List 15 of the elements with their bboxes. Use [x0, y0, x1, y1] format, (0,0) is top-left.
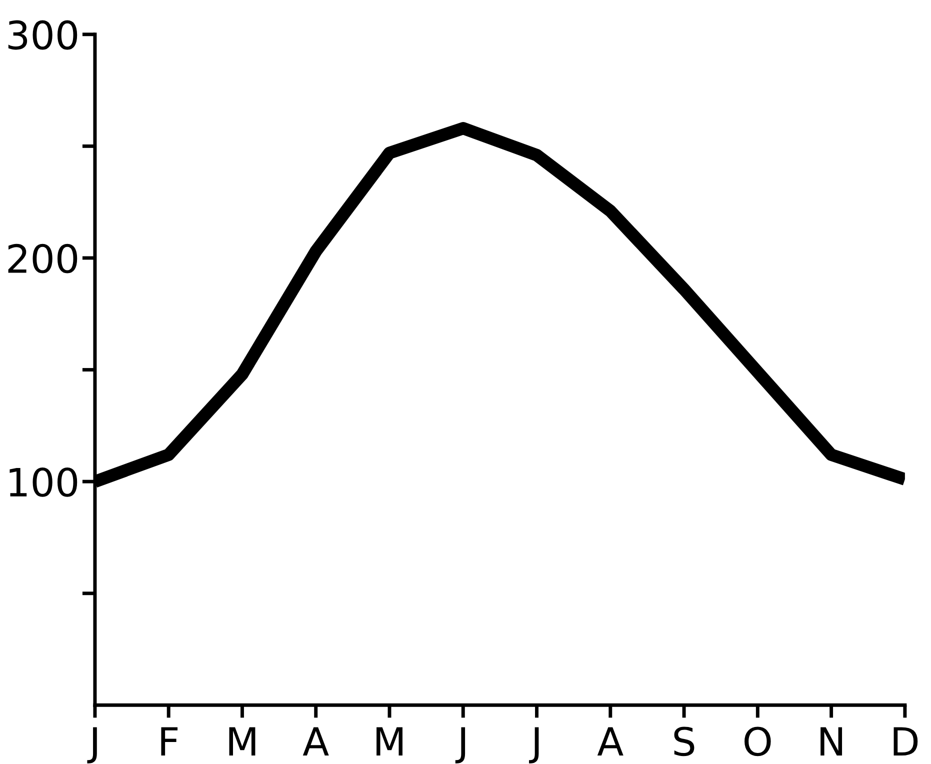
y-tick-label: 100	[10, 467, 78, 497]
x-tick-label: O	[744, 726, 771, 756]
y-tick-label: 300	[8, 20, 78, 50]
x-tick-label: S	[674, 726, 694, 756]
x-tick-label: J	[455, 727, 466, 764]
x-tick-label: F	[161, 727, 178, 756]
x-tick-label: A	[302, 727, 329, 756]
x-tick-label: J	[529, 727, 539, 764]
x-tick-label: J	[87, 727, 97, 764]
x-tick-label: D	[894, 727, 918, 756]
y-tick-label: 200	[8, 244, 78, 274]
x-tick-label: M	[229, 727, 256, 756]
x-tick-label: M	[376, 727, 402, 756]
x-tick-label: N	[820, 727, 842, 756]
x-tick-label: A	[597, 727, 624, 756]
